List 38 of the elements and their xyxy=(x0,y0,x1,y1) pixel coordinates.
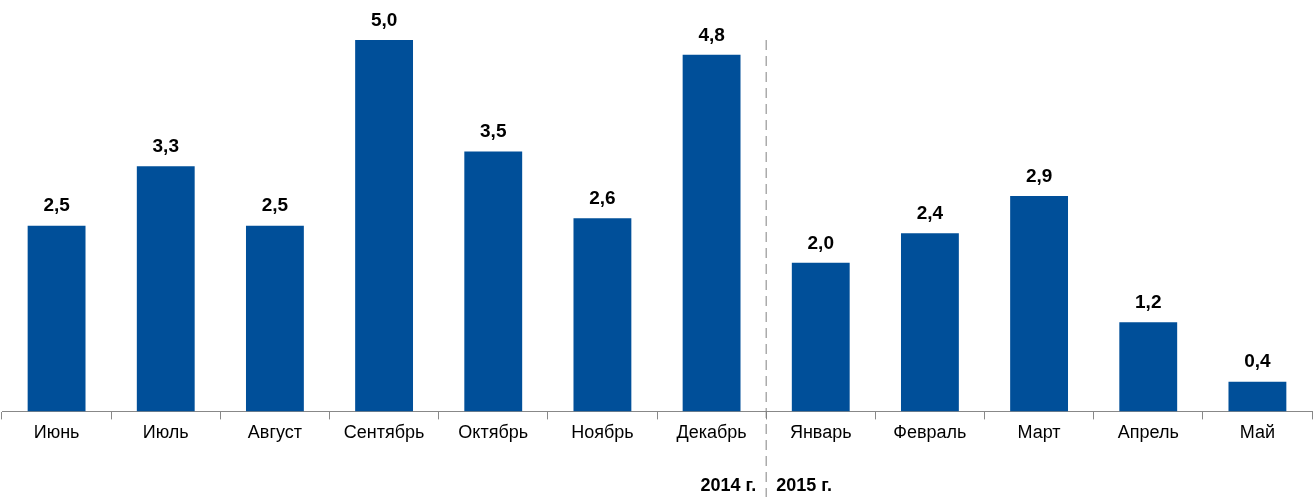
data-label: 2,5 xyxy=(43,194,71,216)
bar xyxy=(245,225,304,412)
x-tick-label: Март xyxy=(1017,422,1061,443)
text: 2014 г. xyxy=(700,474,757,495)
x-tick-label: Январь xyxy=(789,422,852,443)
x-tick-label: Июль xyxy=(142,422,189,443)
data-label: 2,6 xyxy=(589,187,616,209)
x-tick-label: Май xyxy=(1239,422,1276,443)
data-label: 3,5 xyxy=(480,120,507,142)
x-tick-label: Февраль xyxy=(893,422,967,443)
x-tick-label: Декабрь xyxy=(676,422,747,443)
bar xyxy=(1228,381,1287,412)
bar xyxy=(1010,195,1069,412)
bar xyxy=(355,40,414,412)
bar xyxy=(900,233,959,412)
bar xyxy=(573,218,632,412)
data-label: 2,0 xyxy=(807,231,834,253)
x-tick-label: Август xyxy=(247,422,303,443)
data-label: 1,2 xyxy=(1135,291,1162,312)
data-label: 2,9 xyxy=(1025,164,1053,186)
data-label: 3,3 xyxy=(152,135,179,157)
x-tick-label: Сентябрь xyxy=(343,422,425,443)
data-label: 2,5 xyxy=(261,194,289,216)
bar xyxy=(1119,322,1178,412)
data-label: 5,0 xyxy=(370,8,398,30)
bar xyxy=(464,151,523,412)
bar xyxy=(136,166,195,412)
x-tick-label: Апрель xyxy=(1117,422,1179,443)
x-tick-label: Октябрь xyxy=(458,422,529,443)
text: 2015 г. xyxy=(776,474,832,495)
data-label: 2,4 xyxy=(916,201,944,223)
x-tick-label: Июнь xyxy=(33,422,80,443)
data-label: 4,8 xyxy=(698,23,725,45)
bar xyxy=(682,54,741,412)
bar xyxy=(791,262,850,412)
data-label: 0,4 xyxy=(1244,350,1272,372)
bar xyxy=(27,225,86,412)
x-tick-label: Ноябрь xyxy=(571,422,634,443)
